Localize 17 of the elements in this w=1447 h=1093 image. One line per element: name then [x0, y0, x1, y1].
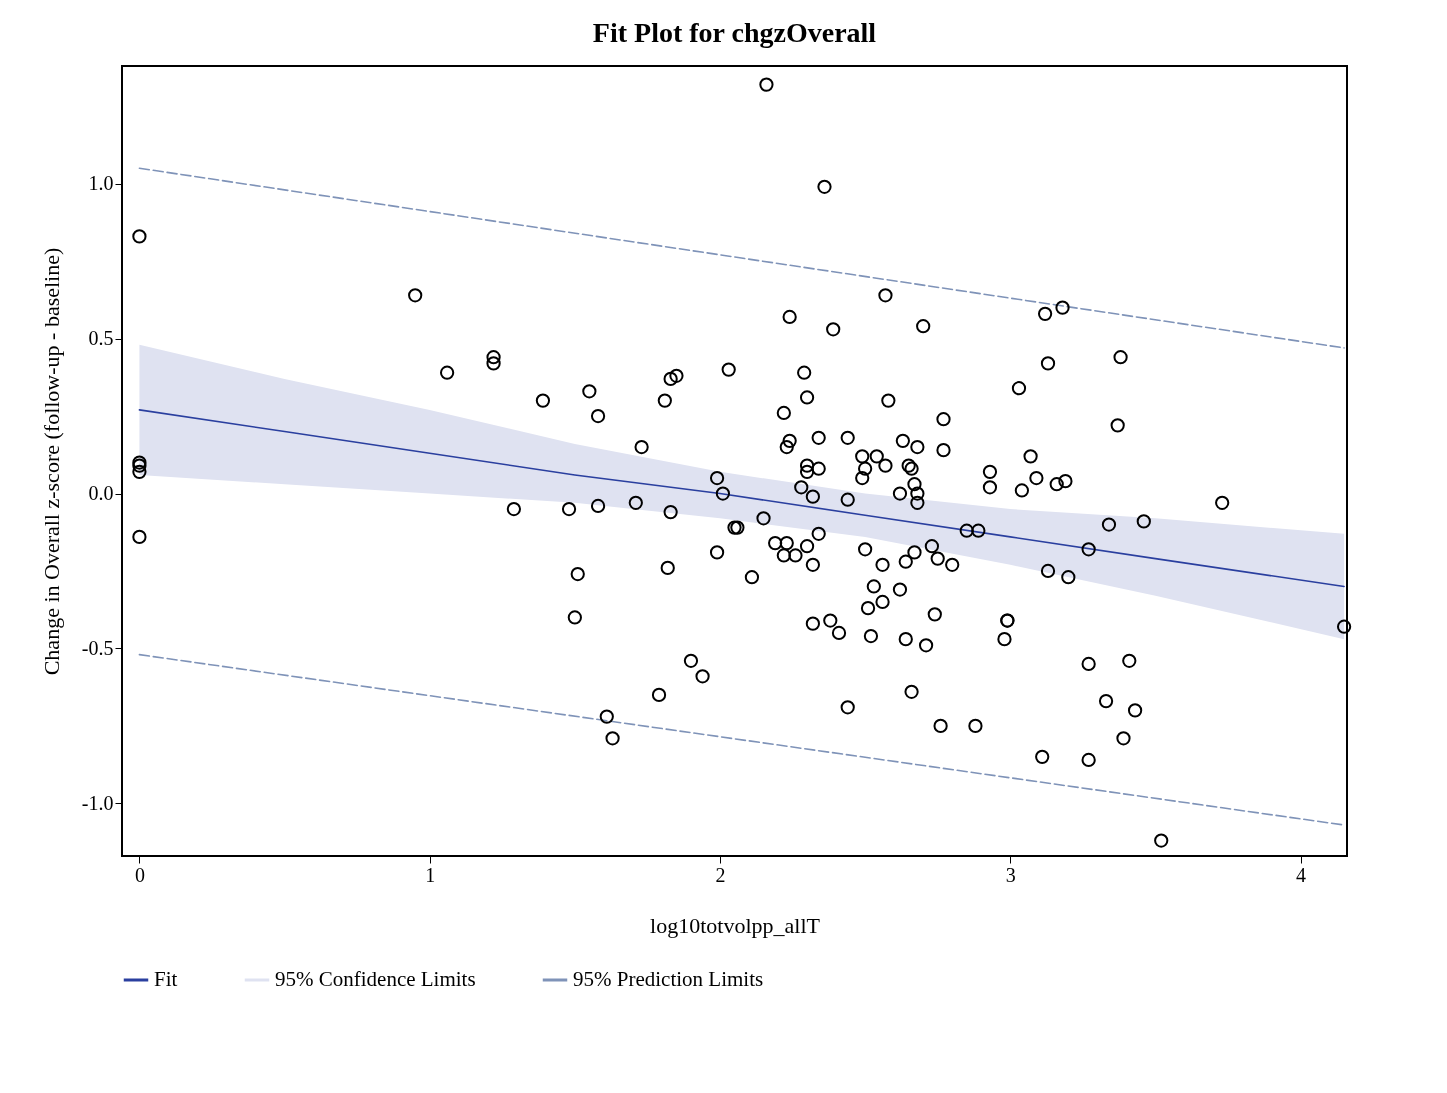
y-axis-title: Change in Overall z-score (follow-up - baseline): [38, 247, 64, 676]
y-tick-label: 0.0: [88, 482, 114, 505]
x-axis-title: log10totvolpp_allT: [650, 912, 821, 938]
text: 95% Confidence Limits: [275, 967, 476, 991]
x-tick-label: 4: [1296, 863, 1307, 886]
line-series: [138, 409, 1345, 588]
x-tick-label: 2: [715, 863, 726, 886]
y-tick-label: 0.5: [88, 327, 114, 350]
x-tick-label: 3: [1005, 863, 1016, 886]
y-tick-label: -0.5: [81, 636, 114, 659]
x-tick-label: 1: [425, 863, 436, 886]
chart-title: Fit Plot for chgzOverall: [592, 17, 877, 48]
x-tick-label: 0: [134, 863, 145, 886]
legend-label: 95% Prediction Limits: [573, 967, 764, 991]
legend-label: Fit: [154, 967, 178, 991]
y-tick-label: -1.0: [81, 791, 114, 814]
y-tick-label: 1.0: [88, 172, 114, 195]
